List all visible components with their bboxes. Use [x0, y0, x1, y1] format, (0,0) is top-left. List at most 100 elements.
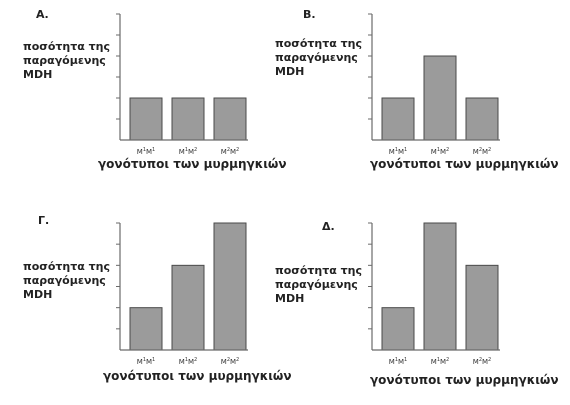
- bar-1: [129, 97, 163, 141]
- panel-label: Γ.: [38, 214, 49, 227]
- tick-sup-2: 2: [446, 147, 449, 153]
- x-axis-label: γονότυποι των μυρμηγκιών: [370, 157, 559, 171]
- tick-base-1: M: [431, 148, 437, 156]
- tick-sup-1: 1: [185, 357, 188, 363]
- bar-2: [423, 55, 457, 141]
- y-axis-label-line: MDH: [275, 65, 304, 78]
- panel-label: Β.: [303, 8, 316, 21]
- tick-base-2: M: [440, 358, 446, 366]
- tick-sup-1: 1: [437, 357, 440, 363]
- tick-base-1: M: [389, 148, 395, 156]
- tick-sup-1: 2: [227, 147, 230, 153]
- tick-base-2: M: [188, 358, 194, 366]
- tick-sup-2: 2: [236, 147, 239, 153]
- tick-sup-2: 2: [488, 357, 491, 363]
- y-axis-label: ποσότητα της παραγόμενης MDH: [275, 264, 362, 305]
- tick-sup-1: 1: [395, 147, 398, 153]
- tick-sup-1: 1: [143, 147, 146, 153]
- bar-3: [213, 222, 247, 351]
- y-axis-label-line: παραγόμενης: [275, 278, 358, 291]
- tick-base-2: M: [188, 148, 194, 156]
- tick-sup-2: 1: [152, 357, 155, 363]
- tick-sup-2: 2: [194, 357, 197, 363]
- x-tick-label: M1M2: [179, 357, 197, 366]
- tick-sup-2: 1: [404, 147, 407, 153]
- tick-base-1: M: [473, 148, 479, 156]
- tick-base-2: M: [482, 358, 488, 366]
- tick-sup-1: 2: [479, 147, 482, 153]
- tick-base-2: M: [398, 148, 404, 156]
- tick-sup-2: 1: [152, 147, 155, 153]
- panel-label: Δ.: [322, 220, 335, 233]
- y-axis-label-line: ποσότητα της: [23, 40, 110, 53]
- x-tick-label: M1M2: [179, 147, 197, 156]
- x-tick-label: M2M2: [473, 147, 491, 156]
- y-axis-label-line: παραγόμενης: [275, 51, 358, 64]
- tick-sup-2: 2: [194, 147, 197, 153]
- tick-base-1: M: [473, 358, 479, 366]
- bar-1: [381, 97, 415, 141]
- y-axis-label-line: ποσότητα της: [275, 264, 362, 277]
- x-tick-label: M1M2: [431, 147, 449, 156]
- tick-base-1: M: [221, 148, 227, 156]
- bar-3: [465, 97, 499, 141]
- tick-sup-2: 2: [488, 147, 491, 153]
- tick-base-1: M: [137, 358, 143, 366]
- x-tick-label: M1M2: [431, 357, 449, 366]
- x-tick-label: M1M1: [389, 357, 407, 366]
- y-axis-label-line: MDH: [23, 288, 52, 301]
- bar-3: [465, 264, 499, 351]
- x-tick-label: M1M1: [137, 357, 155, 366]
- tick-base-1: M: [179, 148, 185, 156]
- bar-2: [423, 222, 457, 351]
- tick-sup-1: 2: [479, 357, 482, 363]
- tick-sup-1: 1: [437, 147, 440, 153]
- bar-2: [171, 97, 205, 141]
- y-axis-label-line: ποσότητα της: [23, 260, 110, 273]
- y-axis-label-line: MDH: [275, 292, 304, 305]
- bar-3: [213, 97, 247, 141]
- bar-1: [129, 307, 163, 351]
- x-tick-label: M1M1: [389, 147, 407, 156]
- x-axis-label: γονότυποι των μυρμηγκιών: [98, 157, 287, 171]
- tick-sup-2: 2: [236, 357, 239, 363]
- tick-base-1: M: [137, 148, 143, 156]
- tick-base-2: M: [146, 358, 152, 366]
- tick-base-2: M: [146, 148, 152, 156]
- tick-sup-1: 1: [395, 357, 398, 363]
- tick-sup-1: 1: [143, 357, 146, 363]
- y-axis-label-line: MDH: [23, 68, 52, 81]
- x-tick-label: M2M2: [221, 147, 239, 156]
- tick-base-1: M: [179, 358, 185, 366]
- tick-sup-1: 2: [227, 357, 230, 363]
- x-axis-label: γονότυποι των μυρμηγκιών: [103, 369, 292, 383]
- x-axis-label: γονότυποι των μυρμηγκιών: [370, 373, 559, 387]
- x-tick-label: M2M2: [473, 357, 491, 366]
- tick-base-1: M: [221, 358, 227, 366]
- panel-label: Α.: [36, 8, 49, 21]
- tick-sup-2: 1: [404, 357, 407, 363]
- y-axis-label-line: παραγόμενης: [23, 274, 106, 287]
- tick-base-2: M: [230, 148, 236, 156]
- tick-base-1: M: [389, 358, 395, 366]
- tick-base-1: M: [431, 358, 437, 366]
- tick-sup-1: 1: [185, 147, 188, 153]
- x-tick-label: M1M1: [137, 147, 155, 156]
- x-tick-label: M2M2: [221, 357, 239, 366]
- tick-base-2: M: [230, 358, 236, 366]
- y-axis-label: ποσότητα της παραγόμενης MDH: [23, 40, 110, 81]
- y-axis-label: ποσότητα της παραγόμενης MDH: [23, 260, 110, 301]
- tick-base-2: M: [398, 358, 404, 366]
- tick-base-2: M: [440, 148, 446, 156]
- bar-2: [171, 264, 205, 351]
- bar-1: [381, 307, 415, 351]
- y-axis-label: ποσότητα της παραγόμενης MDH: [275, 37, 362, 78]
- y-axis-label-line: παραγόμενης: [23, 54, 106, 67]
- tick-sup-2: 2: [446, 357, 449, 363]
- tick-base-2: M: [482, 148, 488, 156]
